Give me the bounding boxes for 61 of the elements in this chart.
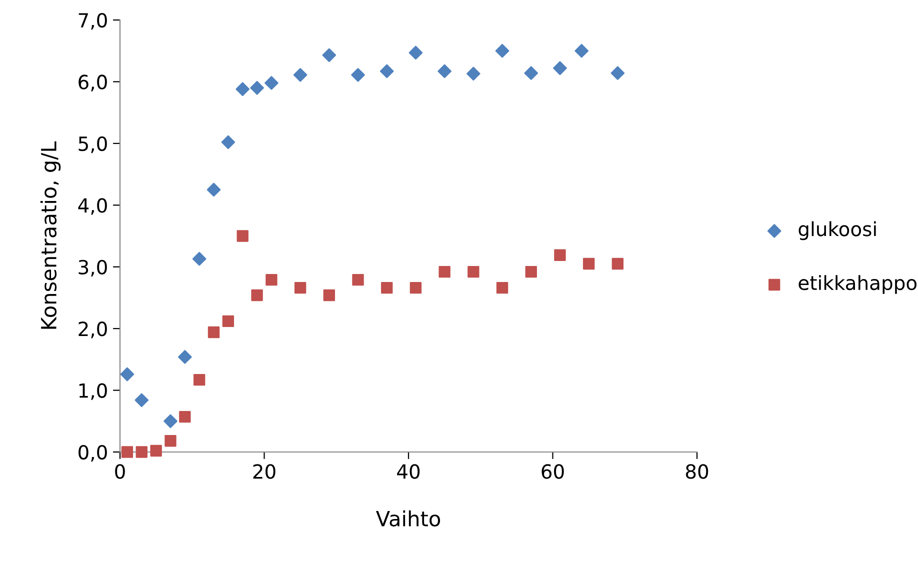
point xyxy=(381,282,393,294)
point xyxy=(164,414,178,428)
y-tick-label: 2,0 xyxy=(78,322,107,338)
point xyxy=(236,82,250,96)
point xyxy=(164,435,176,447)
point xyxy=(610,66,625,80)
point xyxy=(553,61,567,76)
point xyxy=(178,350,192,364)
point xyxy=(134,393,149,408)
point xyxy=(352,274,364,286)
y-tick-label: 6,0 xyxy=(78,74,107,92)
x-tick-label: 60 xyxy=(542,464,564,479)
point xyxy=(294,282,306,294)
point xyxy=(193,374,206,386)
point xyxy=(323,289,336,302)
point xyxy=(438,64,452,78)
point xyxy=(208,326,220,338)
point xyxy=(524,66,538,80)
legend-label: glukoosi xyxy=(798,221,876,240)
x-tick-label: 80 xyxy=(686,464,708,479)
point xyxy=(236,230,248,242)
point xyxy=(525,266,537,278)
point xyxy=(221,135,236,150)
point xyxy=(554,249,566,261)
x-tick-label: 40 xyxy=(397,464,420,479)
point xyxy=(582,258,595,270)
point xyxy=(438,266,450,278)
point xyxy=(206,182,221,197)
point xyxy=(120,367,134,382)
point xyxy=(179,410,191,423)
y-axis-title: Konsentraatio, g/L xyxy=(40,141,61,329)
point xyxy=(264,76,278,90)
x-tick-label: 20 xyxy=(253,464,276,479)
y-tick-label: 5,0 xyxy=(78,136,107,154)
x-axis-title: Vaihto xyxy=(376,510,440,527)
point xyxy=(322,48,336,62)
point xyxy=(351,68,365,82)
point xyxy=(293,68,308,82)
point xyxy=(380,64,394,78)
point xyxy=(266,274,278,286)
point xyxy=(150,444,162,457)
point xyxy=(222,315,234,328)
y-tick-label: 3,0 xyxy=(78,260,107,277)
point xyxy=(136,446,148,458)
point xyxy=(410,282,422,294)
point xyxy=(466,66,480,81)
y-tick-label: 0,0 xyxy=(78,444,107,462)
point xyxy=(612,258,624,270)
y-tick-label: 4,0 xyxy=(78,198,107,215)
legend-label: etikkahappo xyxy=(798,275,917,294)
point xyxy=(468,266,480,278)
point xyxy=(192,252,206,266)
y-tick-label: 7,0 xyxy=(78,12,107,30)
point xyxy=(251,289,263,302)
point xyxy=(408,46,423,60)
point xyxy=(250,80,264,95)
point xyxy=(496,282,508,294)
point xyxy=(574,44,589,58)
y-tick-label: 1,0 xyxy=(79,383,107,400)
point xyxy=(495,44,510,58)
x-tick-label: 0 xyxy=(115,464,125,479)
